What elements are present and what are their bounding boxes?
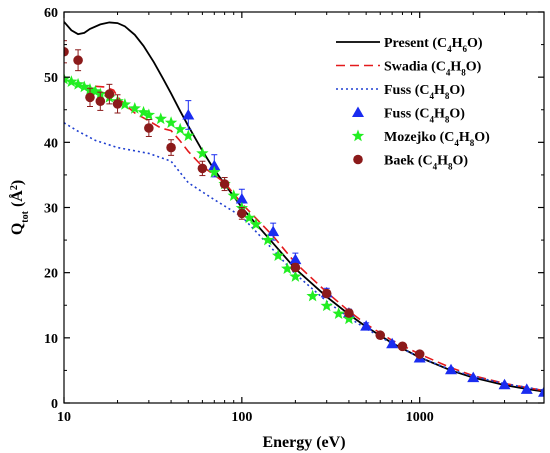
data-point [78,80,91,93]
data-point [95,96,106,107]
x-axis-label: Energy (eV) [262,434,345,451]
data-point [235,193,248,204]
legend-item: Fuss (C4H8O) [336,83,465,101]
data-point [498,378,511,390]
data-point [64,72,71,85]
data-point [85,92,95,103]
legend-label: Baek (C4H8O) [384,154,468,172]
legend-label: Present (C4H6O) [384,36,483,54]
data-point [197,163,208,174]
y-tick-label: 0 [51,397,58,412]
legend-item: Mozejko (C4H8O) [351,129,490,148]
data-point [73,55,83,66]
data-point [65,75,78,87]
y-tick-label: 10 [44,332,58,347]
data-point [219,179,230,189]
data-point [306,289,319,302]
data-point [173,122,187,135]
data-point [154,112,167,125]
data-point [290,262,301,273]
legend-swatch [353,154,363,165]
data-point [386,337,399,349]
data-point [227,189,240,202]
data-point [237,208,247,219]
data-point [289,270,302,282]
data-point [321,288,332,299]
data-point [538,386,544,397]
legend-item: Present (C4H6O) [336,36,483,54]
data-point [144,123,154,133]
legend: Present (C4H6O) Swadia (C4H8O) Fuss (C4H8O… [336,36,490,172]
legend-item: Fuss (C4H8O) [352,106,465,125]
data-point [137,105,150,118]
data-point [271,249,285,261]
series-5 [64,40,425,359]
data-point [208,159,221,171]
data-point [128,101,141,114]
legend-label: Fuss (C4H8O) [384,107,465,125]
data-point [467,371,480,383]
legend-swatch [352,106,364,117]
data-point [397,341,408,352]
y-axis-label: Qtot (Å2) [8,180,31,235]
legend-swatch [351,129,365,142]
data-point [89,85,102,97]
series-3 [182,100,544,397]
data-point [64,46,69,57]
data-point [164,116,178,129]
plot-area [64,21,544,397]
data-point [182,129,195,142]
data-point [71,77,85,90]
data-point [182,108,195,120]
data-point [414,349,425,359]
legend-label: Mozejko (C4H8O) [384,130,490,148]
data-point [118,98,132,110]
data-point [375,330,386,341]
data-point [112,99,123,109]
data-point [445,363,458,375]
data-point [520,383,533,394]
data-point [243,211,256,224]
x-tick-label: 1000 [406,410,434,425]
y-tick-label: 40 [44,136,58,151]
data-point [196,146,209,159]
data-point [332,307,345,319]
data-point [166,142,176,153]
series-line [64,21,544,393]
data-point [104,89,115,99]
data-point [267,225,280,237]
series-1 [95,85,544,392]
data-point [344,308,354,318]
series-0 [64,21,544,393]
series-2 [64,122,544,392]
legend-label: Swadia (C4H8O) [384,60,482,78]
y-tick-label: 30 [44,202,58,217]
series-line [95,85,544,392]
series-layer [64,21,544,397]
data-point [289,253,302,265]
x-tick-label: 10 [57,410,71,425]
data-point [208,165,221,178]
series-line [64,122,544,392]
legend-label: Fuss (C4H8O) [384,83,465,101]
data-point [281,262,294,275]
data-point [320,299,333,312]
data-point [261,233,275,246]
data-point [342,312,356,325]
y-tick-label: 60 [44,6,58,21]
x-tick-label: 100 [231,410,252,425]
data-point [360,320,373,331]
legend-item: Swadia (C4H8O) [336,60,482,78]
y-tick-label: 50 [44,71,58,86]
data-point [142,108,156,121]
legend-item: Baek (C4H8O) [353,154,468,172]
data-point [249,217,263,230]
y-tick-label: 20 [44,267,58,282]
